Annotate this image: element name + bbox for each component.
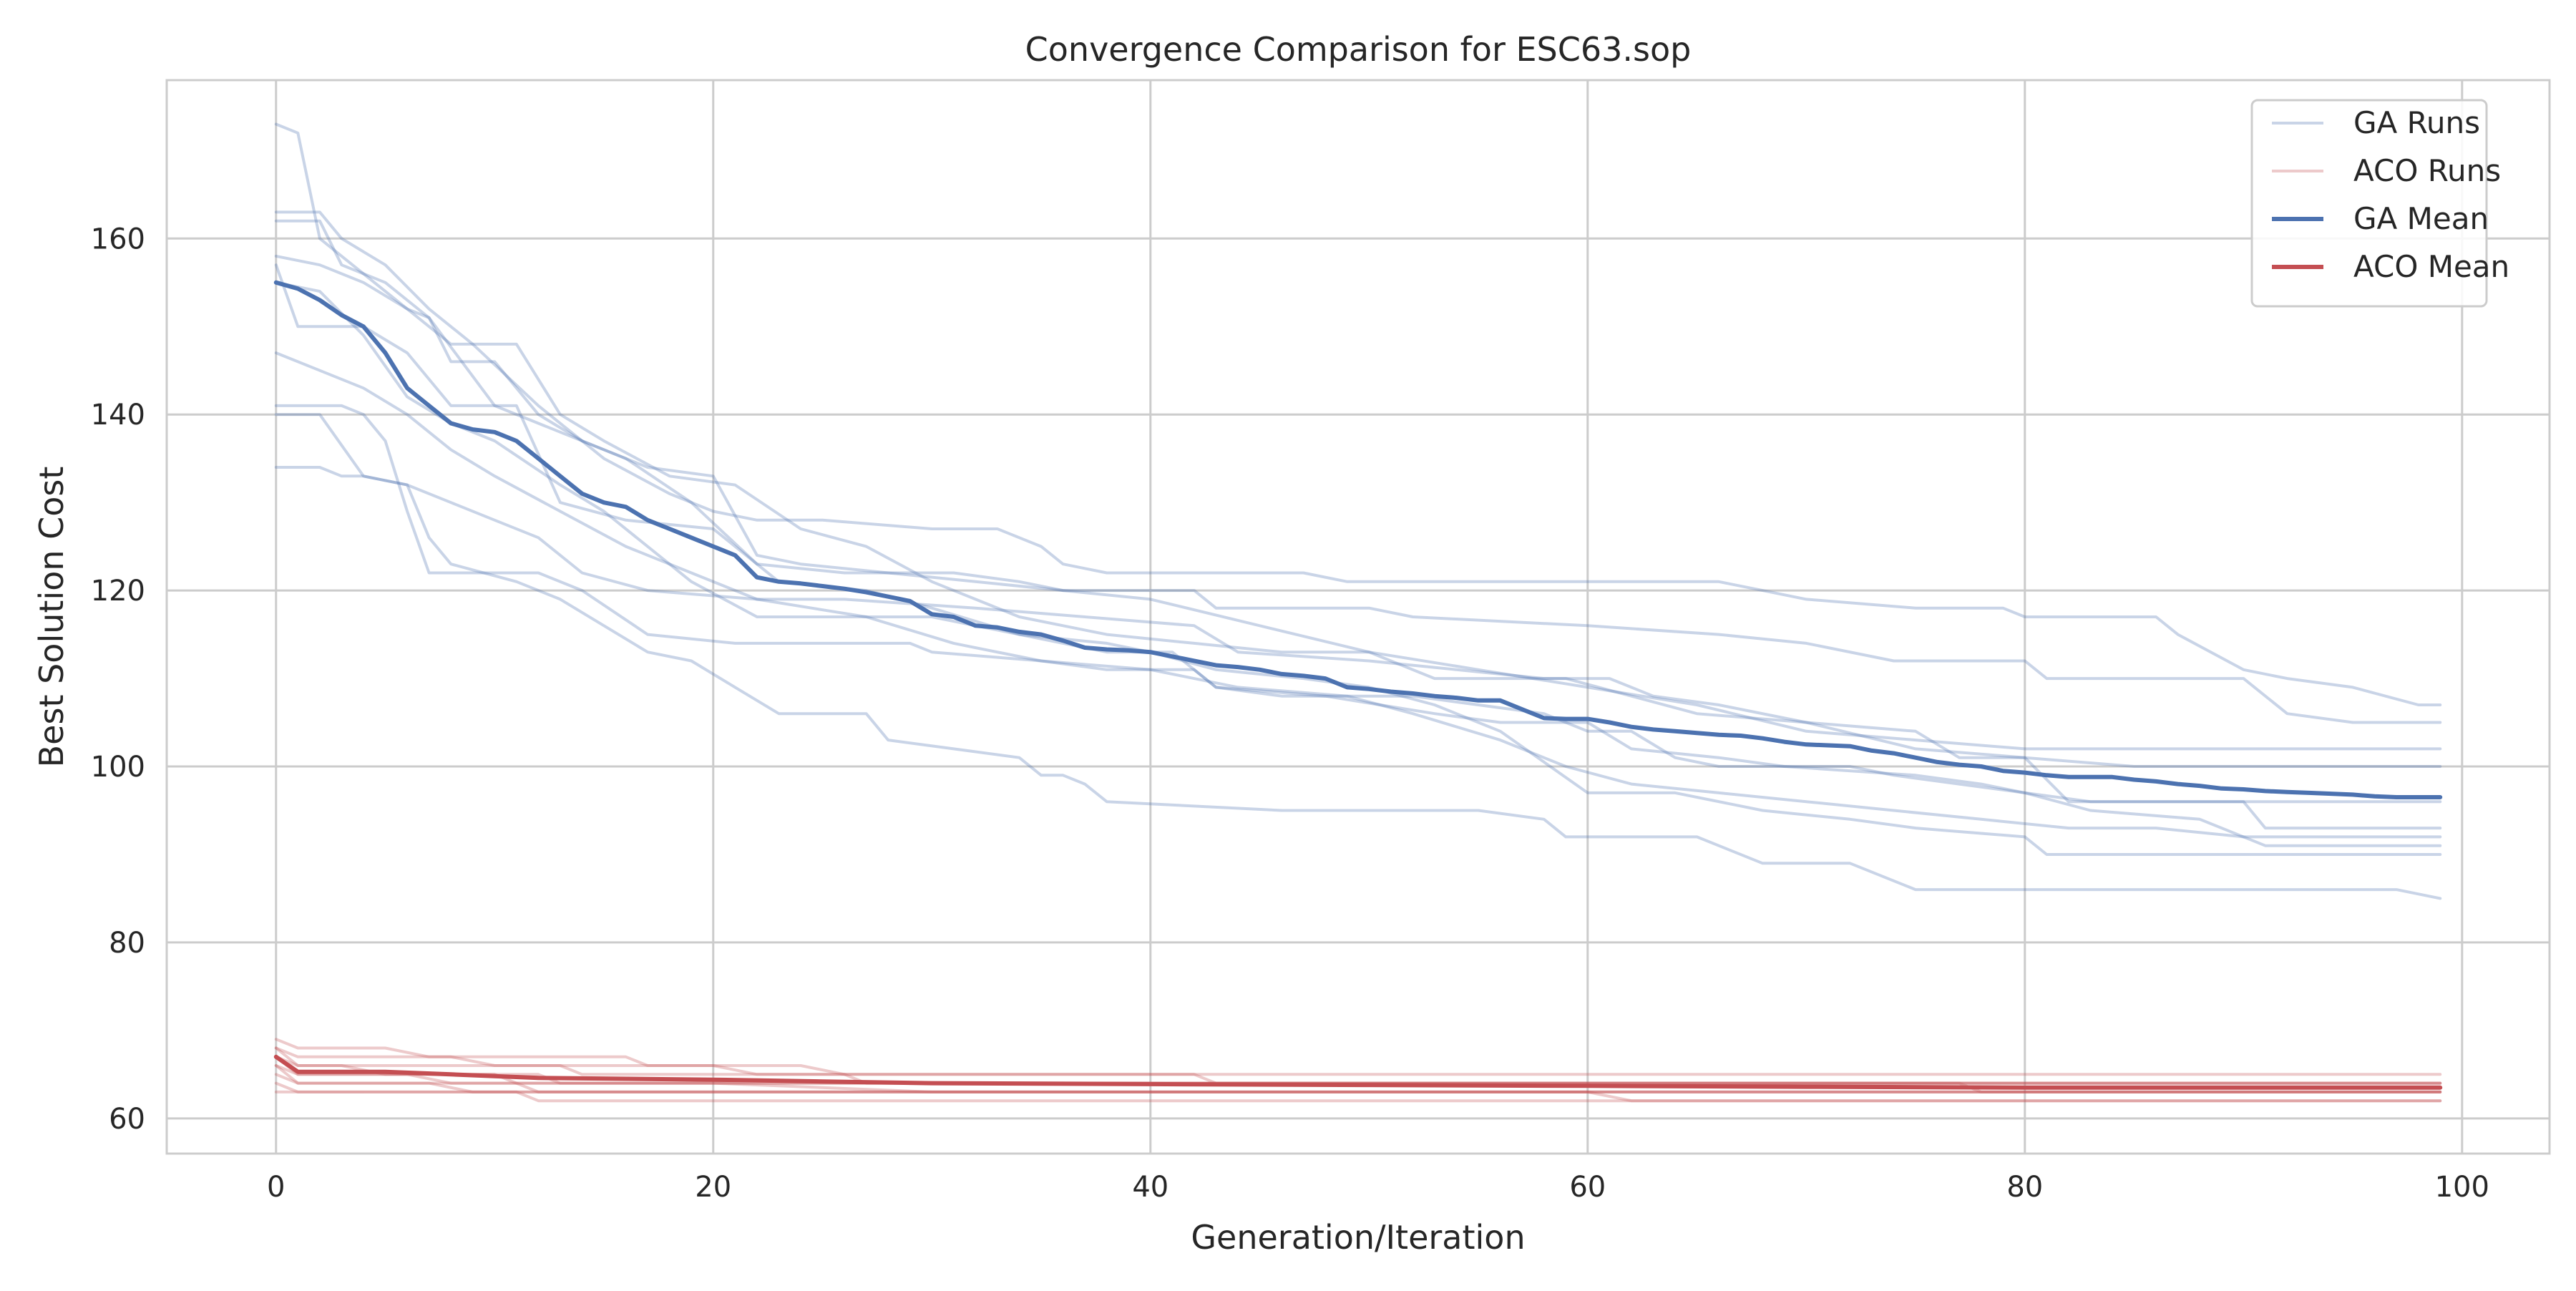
x-tick-label: 100: [2435, 1171, 2489, 1204]
aco-runs-line: [274, 1055, 2442, 1093]
y-tick-label: 100: [91, 751, 145, 784]
ga-runs-line: [274, 263, 2442, 847]
legend-label: ACO Mean: [2353, 249, 2509, 284]
y-axis-label: Best Solution Cost: [32, 467, 71, 768]
legend: GA Runs ACO Runs GA Mean ACO Mean: [2250, 99, 2509, 308]
ga-runs-line: [274, 219, 2442, 724]
ga-runs-line: [274, 210, 2442, 706]
ga-runs-line: [274, 413, 2442, 900]
x-tick-label: 60: [1569, 1171, 1606, 1204]
x-tick-label: 40: [1132, 1171, 1169, 1204]
legend-box: [2250, 99, 2488, 308]
aco-runs-line: [274, 1064, 2442, 1093]
y-tick-label: 60: [109, 1103, 145, 1136]
ga-runs-line: [274, 404, 2442, 804]
aco-runs-line: [274, 1038, 2442, 1085]
ga-runs-line: [274, 351, 2442, 839]
ga-mean-line: [273, 280, 2443, 799]
legend-label: GA Runs: [2353, 105, 2480, 140]
legend-label: GA Mean: [2353, 201, 2489, 236]
aco-mean-line: [273, 1054, 2443, 1090]
plot-area-frame: [165, 79, 2551, 1155]
y-tick-label: 80: [109, 927, 145, 960]
x-axis-label: Generation/Iteration: [1191, 1218, 1525, 1257]
y-tick-label: 140: [91, 399, 145, 432]
y-tick-label: 160: [91, 223, 145, 255]
ga-runs-line: [274, 466, 2442, 768]
y-tick-label: 120: [91, 575, 145, 608]
ga-runs-line: [274, 281, 2442, 856]
ga-runs-line: [274, 122, 2442, 751]
chart-title: Convergence Comparison for ESC63.sop: [1025, 30, 1692, 69]
aco-runs-line: [274, 1064, 2442, 1103]
x-tick-label: 0: [267, 1171, 285, 1204]
aco-runs-line: [274, 1073, 2442, 1093]
legend-label: ACO Runs: [2353, 153, 2501, 188]
aco-runs-line: [274, 1046, 2442, 1076]
ga-runs-line: [274, 254, 2442, 830]
x-tick-label: 80: [2006, 1171, 2043, 1204]
aco-runs-line: [274, 1081, 2442, 1103]
x-tick-label: 20: [695, 1171, 731, 1204]
